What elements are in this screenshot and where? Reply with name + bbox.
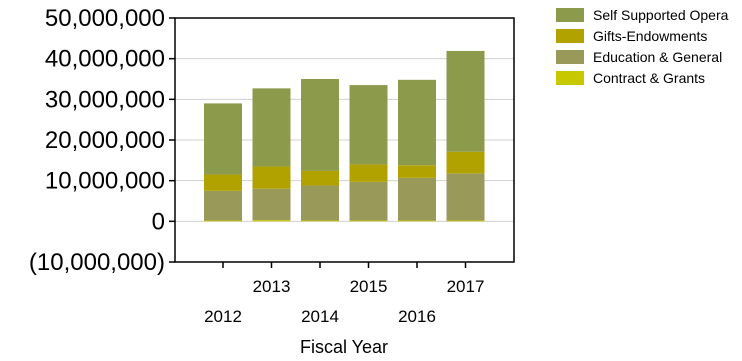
x-axis-title: Fiscal Year bbox=[300, 337, 388, 357]
legend-swatch bbox=[556, 71, 584, 85]
y-tick-label: 40,000,000 bbox=[45, 46, 165, 73]
y-axis-ticks: (10,000,000) 0 10,000,000 20,000,000 30,000,… bbox=[29, 5, 175, 276]
bar-segment bbox=[301, 185, 339, 221]
legend-swatch bbox=[556, 50, 584, 64]
bar-segment bbox=[398, 79, 436, 166]
bar-segment bbox=[204, 103, 242, 175]
y-tick-label: 20,000,000 bbox=[45, 127, 165, 154]
bar-segment bbox=[252, 220, 291, 222]
bar-segment bbox=[204, 174, 242, 191]
bar-segment bbox=[301, 79, 339, 171]
bar-segment bbox=[349, 85, 388, 165]
legend-label: Education & General bbox=[593, 49, 722, 65]
bars bbox=[204, 50, 485, 222]
bar-segment bbox=[204, 190, 242, 221]
bar-segment bbox=[204, 220, 242, 222]
bar-segment bbox=[349, 220, 388, 222]
bar-segment bbox=[349, 181, 388, 221]
bar-segment bbox=[252, 88, 291, 167]
bar-segment bbox=[446, 220, 485, 222]
bar-segment bbox=[446, 50, 485, 152]
legend-label: Contract & Grants bbox=[593, 70, 705, 86]
y-tick-label: (10,000,000) bbox=[29, 249, 165, 276]
legend-label: Gifts-Endowments bbox=[593, 28, 707, 44]
legend-swatch bbox=[556, 8, 584, 22]
legend-label: Self Supported Opera bbox=[593, 7, 729, 23]
bar-segment bbox=[252, 188, 291, 221]
x-tick-label: 2013 bbox=[253, 277, 291, 296]
x-tick-label: 2017 bbox=[447, 277, 485, 296]
bar-segment bbox=[446, 173, 485, 221]
y-tick-label: 0 bbox=[152, 208, 165, 235]
bar-segment bbox=[398, 165, 436, 178]
y-tick-label: 10,000,000 bbox=[45, 168, 165, 195]
x-tick-label: 2016 bbox=[398, 307, 436, 326]
bar-segment bbox=[398, 177, 436, 221]
bar-segment bbox=[252, 166, 291, 189]
y-tick-label: 30,000,000 bbox=[45, 86, 165, 113]
legend-swatch bbox=[556, 29, 584, 43]
bar-segment bbox=[301, 220, 339, 222]
x-axis-ticks: 2012 2013 2014 2015 2016 2017 bbox=[204, 262, 484, 326]
bar-segment bbox=[446, 151, 485, 174]
bar-segment bbox=[301, 170, 339, 186]
x-tick-label: 2015 bbox=[350, 277, 388, 296]
x-tick-label: 2012 bbox=[204, 307, 242, 326]
x-tick-label: 2014 bbox=[301, 307, 339, 326]
bar-segment bbox=[349, 164, 388, 182]
bar-segment bbox=[398, 220, 436, 222]
y-tick-label: 50,000,000 bbox=[45, 5, 165, 32]
legend: Self Supported Opera Gifts-Endowments Educ… bbox=[556, 7, 729, 86]
